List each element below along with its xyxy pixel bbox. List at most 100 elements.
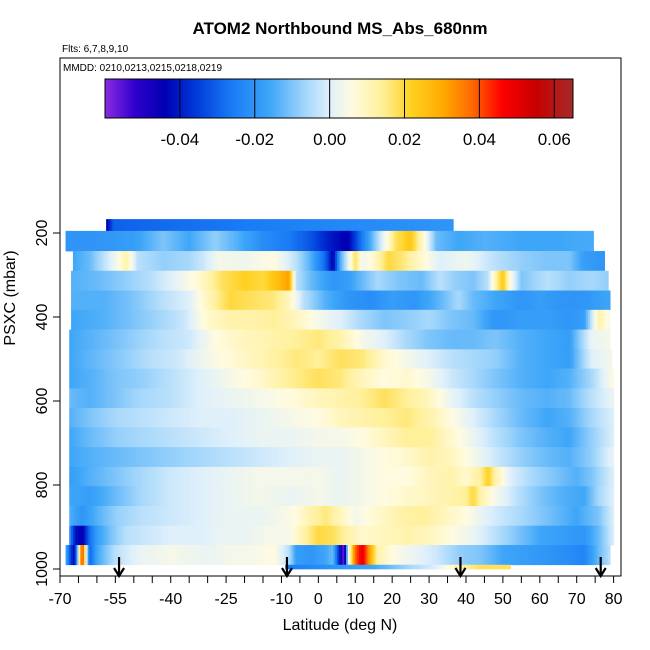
heatmap-cell <box>194 388 198 409</box>
heatmap-cell <box>432 349 436 369</box>
heatmap-cell <box>458 506 462 527</box>
heatmap-cell <box>200 290 203 311</box>
heatmap-cell <box>593 486 596 507</box>
heatmap-cell <box>563 525 567 546</box>
heatmap-cell <box>512 349 515 369</box>
heatmap-cell <box>449 219 452 232</box>
heatmap-cell <box>143 270 146 291</box>
heatmap-cell <box>303 219 307 232</box>
heatmap-cell <box>157 388 161 409</box>
heatmap-cell <box>458 290 462 311</box>
heatmap-cell <box>120 219 124 232</box>
heatmap-cell <box>574 388 578 409</box>
heatmap-cell <box>334 447 338 468</box>
heatmap-cell <box>161 408 164 428</box>
heatmap-cell <box>191 408 194 428</box>
heatmap-cell <box>371 219 375 232</box>
heatmap-cell <box>508 427 511 448</box>
heatmap-cell <box>320 290 323 311</box>
heatmap-cell <box>91 525 94 546</box>
heatmap-cell <box>349 349 353 369</box>
heatmap-cell <box>76 290 80 311</box>
heatmap-cell <box>292 230 295 252</box>
heatmap-cell <box>248 329 251 350</box>
heatmap-cell <box>390 447 393 468</box>
heatmap-cell <box>541 447 545 468</box>
heatmap-cell <box>255 230 259 252</box>
heatmap-cell <box>109 447 113 468</box>
heatmap-cell <box>517 368 521 389</box>
heatmap-cell <box>290 486 294 507</box>
heatmap-cell <box>298 251 301 272</box>
heatmap-cell <box>512 290 515 311</box>
heatmap-cell <box>379 329 382 350</box>
heatmap-cell <box>231 408 235 428</box>
heatmap-cell <box>130 309 133 330</box>
heatmap-cell <box>76 349 80 369</box>
heatmap-cell <box>227 368 231 389</box>
heatmap-cell <box>475 309 478 330</box>
heatmap-cell <box>497 230 500 252</box>
heatmap-cell <box>347 349 351 369</box>
heatmap-cell <box>272 427 275 448</box>
heatmap-cell <box>176 230 179 252</box>
heatmap-cell <box>390 270 393 291</box>
heatmap-cell <box>262 525 266 546</box>
heatmap-cell <box>226 219 229 232</box>
heatmap-cell <box>179 270 183 291</box>
heatmap-cell <box>464 251 467 272</box>
heatmap-cell <box>453 427 456 448</box>
heatmap-cell <box>237 486 240 507</box>
heatmap-cell <box>235 427 238 448</box>
heatmap-cell <box>486 290 489 311</box>
heatmap-cell <box>608 329 611 350</box>
heatmap-cell <box>233 230 236 252</box>
heatmap-cell <box>244 251 247 272</box>
heatmap-cell <box>141 349 144 369</box>
heatmap-cell <box>347 427 351 448</box>
heatmap-cell <box>451 368 454 389</box>
heatmap-cell <box>597 466 600 487</box>
heatmap-cell <box>512 251 515 272</box>
heatmap-cell <box>528 486 532 507</box>
heatmap-cell <box>560 466 563 487</box>
heatmap-cell <box>360 506 364 527</box>
heatmap-cell <box>231 545 235 566</box>
heatmap-cell <box>172 545 176 566</box>
heatmap-cell <box>322 447 325 468</box>
heatmap-cell <box>397 309 401 330</box>
heatmap-cell <box>405 368 408 389</box>
heatmap-cell <box>384 309 388 330</box>
heatmap-cell <box>248 525 251 546</box>
heatmap-cell <box>76 486 80 507</box>
heatmap-cell <box>484 506 487 527</box>
heatmap-cell <box>141 329 144 350</box>
heatmap-cell <box>541 525 545 546</box>
heatmap-cell <box>602 506 605 527</box>
heatmap-cell <box>163 270 166 291</box>
heatmap-cell <box>471 447 474 468</box>
heatmap-cell <box>95 466 98 487</box>
heatmap-cell <box>205 506 209 527</box>
heatmap-cell <box>172 349 176 369</box>
heatmap-cell <box>207 230 211 252</box>
heatmap-cell <box>196 427 200 448</box>
heatmap-cell <box>154 525 157 546</box>
heatmap-cell <box>427 349 430 369</box>
heatmap-cell <box>560 270 563 291</box>
heatmap-cell <box>72 466 76 487</box>
heatmap-cell <box>471 270 474 291</box>
heatmap-cell <box>368 219 371 232</box>
heatmap-cell <box>165 270 168 291</box>
heatmap-cell <box>593 388 596 409</box>
heatmap-cell <box>351 251 355 272</box>
heatmap-cell <box>122 447 126 468</box>
heatmap-cell <box>299 388 303 409</box>
heatmap-cell <box>478 466 482 487</box>
heatmap-cell <box>591 427 594 448</box>
heatmap-cell <box>381 368 384 389</box>
heatmap-cell <box>532 486 535 507</box>
heatmap-cell <box>168 368 172 389</box>
heatmap-cell <box>377 309 380 330</box>
